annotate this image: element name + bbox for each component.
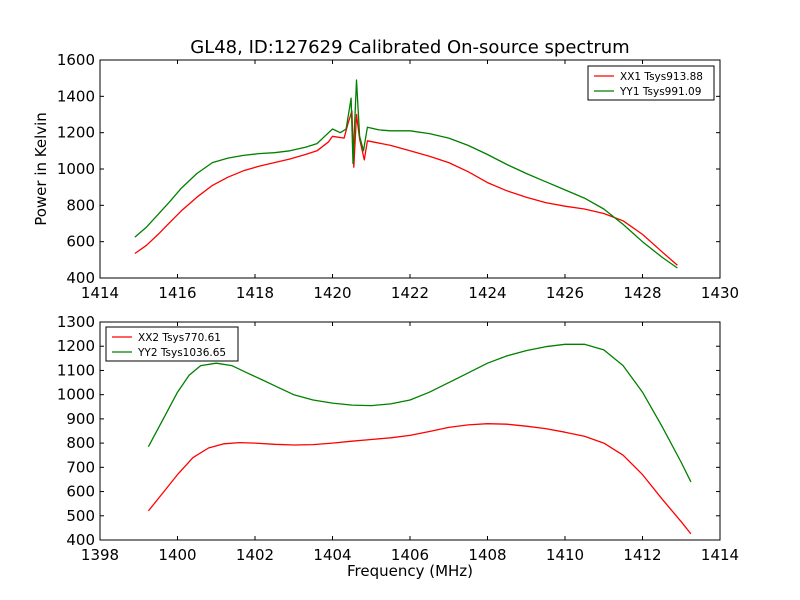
y-tick-label: 1100	[57, 361, 95, 379]
legend-box	[105, 326, 239, 362]
x-tick-label: 1398	[81, 546, 119, 564]
x-tick-label: 1412	[623, 546, 661, 564]
x-axis-label: Frequency (MHz)	[347, 562, 473, 580]
legend-label: XX1 Tsys913.88	[620, 71, 703, 83]
x-tick-label: 1426	[546, 284, 584, 302]
series-line-1	[134, 110, 678, 266]
legend-label: YY2 Tsys1036.65	[137, 347, 226, 359]
x-tick-label: 1402	[236, 546, 274, 564]
x-tick-label: 1416	[158, 284, 196, 302]
series-line-1	[147, 423, 692, 535]
x-tick-label: 1406	[391, 546, 429, 564]
legend-box	[587, 65, 715, 101]
y-tick-label: 1000	[57, 386, 95, 404]
x-tick-label: 1418	[236, 284, 274, 302]
x-tick-label: 1400	[158, 546, 196, 564]
y-axis-label: Power in Kelvin	[32, 112, 50, 226]
y-tick-label: 1400	[57, 87, 95, 105]
y-tick-label: 700	[66, 458, 95, 476]
x-tick-label: 1422	[391, 284, 429, 302]
chart-panel-2: 1398 1400 1402 1404 1406 1408 1410 1412 1414 400 5…	[57, 313, 739, 580]
legend: XX2 Tsys770.61 YY2 Tsys1036.65	[105, 326, 239, 362]
y-tick-label: 600	[66, 233, 95, 251]
x-tick-label: 1414	[81, 284, 119, 302]
x-tick-label: 1424	[468, 284, 506, 302]
series-line-2	[147, 343, 692, 483]
y-tick-label: 1300	[57, 313, 95, 331]
y-tick-label: 1600	[57, 51, 95, 69]
y-tick-label: 800	[66, 196, 95, 214]
x-tick-label: 1428	[623, 284, 661, 302]
y-tick-label: 400	[66, 269, 95, 287]
y-tick-label: 1200	[57, 337, 95, 355]
legend-label: XX2 Tsys770.61	[138, 332, 221, 344]
x-tick-label: 1404	[313, 546, 351, 564]
x-tick-label: 1430	[701, 284, 739, 302]
x-tick-label: 1408	[468, 546, 506, 564]
figure-title: GL48, ID:127629 Calibrated On-source spe…	[190, 37, 629, 58]
y-tick-label: 800	[66, 434, 95, 452]
x-tick-label: 1414	[701, 546, 739, 564]
series-line-2	[134, 79, 678, 269]
y-tick-label: 1200	[57, 124, 95, 142]
legend-label: YY1 Tsys991.09	[619, 86, 701, 98]
chart-panel-1: 1414 1416 1418 1420 1422 1424 1426 1428 1430 400 6…	[32, 51, 739, 302]
y-tick-label: 1000	[57, 160, 95, 178]
y-tick-label: 600	[66, 483, 95, 501]
y-tick-label: 500	[66, 507, 95, 525]
y-tick-label: 400	[66, 531, 95, 549]
x-tick-label: 1410	[546, 546, 584, 564]
x-tick-label: 1420	[313, 284, 351, 302]
legend: XX1 Tsys913.88 YY1 Tsys991.09	[587, 65, 715, 101]
panels-group: 1414 1416 1418 1420 1422 1424 1426 1428 1430 400 6…	[32, 51, 739, 580]
y-tick-label: 900	[66, 410, 95, 428]
